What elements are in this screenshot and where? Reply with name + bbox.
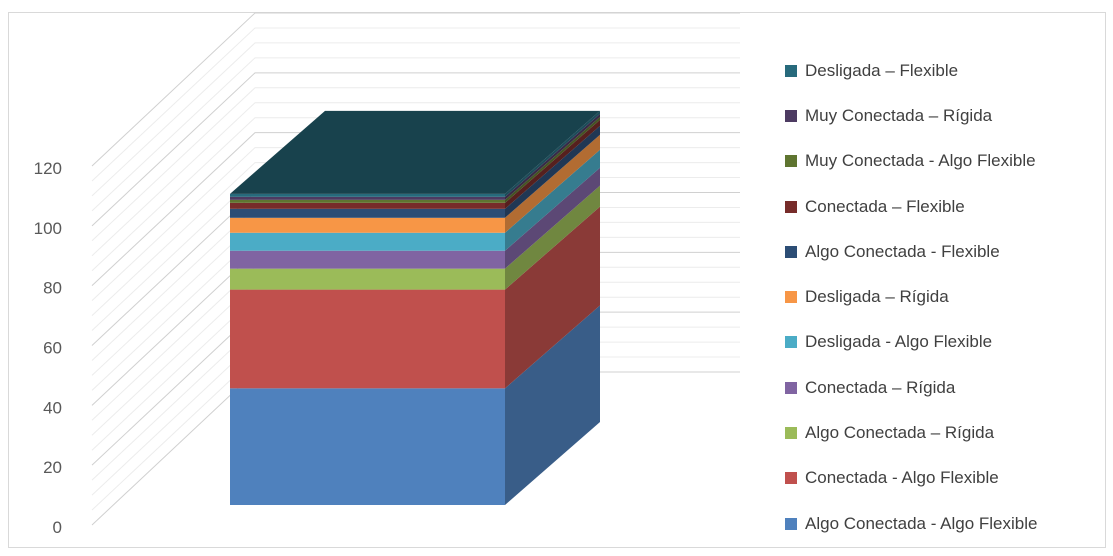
legend-entry: Muy Conectada – Rígida <box>785 93 1110 138</box>
legend-swatch <box>785 245 797 258</box>
bar-segment <box>230 116 600 203</box>
bar-segment <box>230 110 600 197</box>
bar-segment <box>230 149 600 251</box>
bar-segment <box>230 185 600 290</box>
bar-segment <box>230 167 600 269</box>
legend-label: Desligada – Flexible <box>805 60 959 80</box>
bar-top-face <box>230 110 600 194</box>
bar-segment <box>230 125 600 218</box>
gridline <box>91 42 740 197</box>
legend-label: Conectada – Rígida <box>805 377 956 397</box>
y-tick-label: 60 <box>43 339 62 358</box>
legend-entry: Algo Conectada - Flexible <box>785 229 1110 274</box>
legend-label: Algo Conectada - Algo Flexible <box>805 513 1038 533</box>
legend-swatch <box>785 155 797 168</box>
gridline <box>91 12 740 167</box>
legend-entry: Conectada – Rígida <box>785 365 1110 410</box>
stacked-3d-bar-chart: 0 20 40 60 80 100 120 <box>34 12 740 537</box>
y-tick-label: 100 <box>34 219 62 238</box>
legend-swatch <box>785 336 797 349</box>
legend-entry: Algo Conectada – Rígida <box>785 410 1110 455</box>
legend-swatch <box>785 291 797 304</box>
y-tick-label: 80 <box>43 279 62 298</box>
legend-entry: Desligada - Algo Flexible <box>785 320 1110 365</box>
legend-swatch <box>785 427 797 440</box>
legend-label: Muy Conectada – Rígida <box>805 105 993 125</box>
legend-entry: Conectada – Flexible <box>785 184 1110 229</box>
y-tick-label: 40 <box>43 398 62 417</box>
y-axis-ticks: 0 20 40 60 80 100 120 <box>34 159 62 537</box>
y-tick-label: 0 <box>53 518 62 537</box>
legend-label: Algo Conectada - Flexible <box>805 241 1000 261</box>
stacked-column <box>230 110 600 505</box>
legend-swatch <box>785 64 797 77</box>
legend-label: Muy Conectada - Algo Flexible <box>805 151 1036 171</box>
legend-label: Conectada – Flexible <box>805 196 965 216</box>
legend-entry: Desligada – Flexible <box>785 48 1110 93</box>
legend-label: Conectada - Algo Flexible <box>805 468 999 488</box>
legend-swatch <box>785 472 797 485</box>
gridline <box>91 72 740 227</box>
legend-entry: Algo Conectada - Algo Flexible <box>785 501 1110 546</box>
legend-swatch <box>785 517 797 530</box>
gridline <box>91 27 740 182</box>
legend-entry: Desligada – Rígida <box>785 274 1110 319</box>
y-tick-label: 120 <box>34 159 62 178</box>
bar-segment <box>230 305 600 505</box>
bar-segment <box>230 206 600 389</box>
legend-entry: Conectada - Algo Flexible <box>785 456 1110 501</box>
legend-label: Desligada – Rígida <box>805 287 949 307</box>
gridline <box>91 102 740 257</box>
legend-label: Desligada - Algo Flexible <box>805 332 993 352</box>
legend-entry: Muy Conectada - Algo Flexible <box>785 139 1110 184</box>
legend-swatch <box>785 200 797 213</box>
bar-segment <box>230 119 600 209</box>
legend-swatch <box>785 381 797 394</box>
legend-swatch <box>785 109 797 122</box>
gridline <box>91 87 740 242</box>
legend-label: Algo Conectada – Rígida <box>805 423 995 443</box>
legend: Desligada – Flexible Muy Conectada – Rígi… <box>785 48 1110 546</box>
bar-segment <box>230 113 600 200</box>
bar-segment <box>230 134 600 233</box>
gridline <box>91 57 740 212</box>
y-tick-label: 20 <box>43 458 62 477</box>
